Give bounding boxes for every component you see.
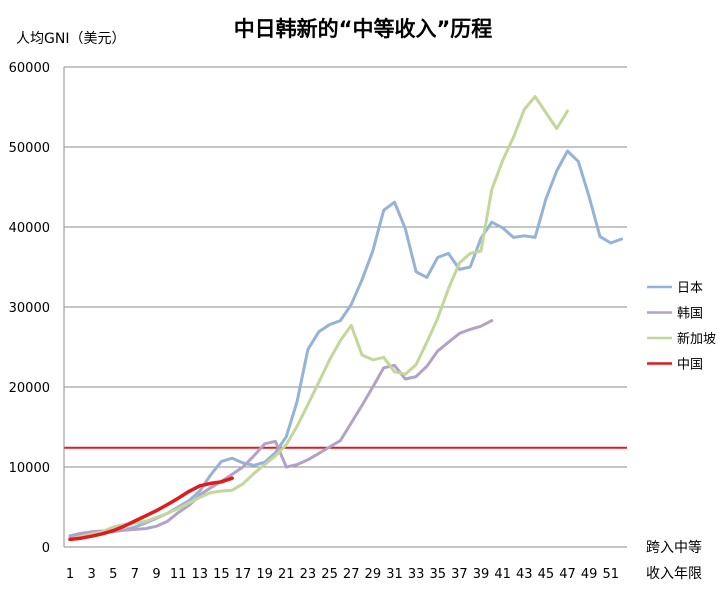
y-tick-label: 30000 xyxy=(9,301,50,316)
y-tick-label: 0 xyxy=(42,541,50,556)
x-tick-label: 23 xyxy=(300,567,317,582)
x-tick-label: 45 xyxy=(538,567,555,582)
x-axis-label-line1: 跨入中等 xyxy=(646,539,702,556)
legend-label: 日本 xyxy=(677,281,703,296)
x-tick-label: 41 xyxy=(494,567,511,582)
x-tick-label: 37 xyxy=(451,567,468,582)
x-tick-label: 27 xyxy=(343,567,360,582)
x-tick-label: 47 xyxy=(559,567,576,582)
y-tick-label: 50000 xyxy=(9,141,50,156)
x-tick-label: 49 xyxy=(581,567,598,582)
legend-label: 新加坡 xyxy=(677,331,716,347)
x-tick-label: 5 xyxy=(109,567,117,582)
x-tick-label: 7 xyxy=(131,567,139,582)
series-line-2 xyxy=(68,95,569,541)
y-tick-label: 10000 xyxy=(9,461,50,476)
y-tick-label: 40000 xyxy=(9,221,50,236)
legend-label: 中国 xyxy=(677,358,703,373)
x-tick-label: 1 xyxy=(66,567,74,582)
x-tick-label: 3 xyxy=(87,567,95,582)
chart-title: 中日韩新的“中等收入”历程 xyxy=(234,17,493,41)
y-axis-label: 人均GNI（美元） xyxy=(16,31,125,47)
series-line-3 xyxy=(68,476,234,542)
series-line-1 xyxy=(68,319,494,538)
x-tick-label: 29 xyxy=(365,567,382,582)
x-tick-label: 9 xyxy=(152,567,160,582)
gridlines xyxy=(64,66,627,468)
x-tick-label: 31 xyxy=(386,567,403,582)
x-tick-label: 15 xyxy=(213,567,230,582)
series-line-0 xyxy=(68,149,624,539)
x-tick-label: 21 xyxy=(278,567,295,582)
legend-label: 韩国 xyxy=(677,307,703,322)
x-tick-label: 25 xyxy=(321,567,338,582)
x-tick-label: 43 xyxy=(516,567,533,582)
x-tick-label: 51 xyxy=(603,567,620,582)
y-tick-label: 60000 xyxy=(9,61,50,76)
x-tick-label: 11 xyxy=(170,567,187,582)
x-tick-label: 39 xyxy=(473,567,490,582)
x-axis-label-line2: 收入年限 xyxy=(646,566,702,582)
x-tick-label: 17 xyxy=(235,567,252,582)
x-tick-label: 13 xyxy=(192,567,209,582)
x-tick-label: 19 xyxy=(256,567,273,582)
x-tick-label: 33 xyxy=(408,567,425,582)
x-tick-label: 35 xyxy=(429,567,446,582)
y-tick-label: 20000 xyxy=(9,381,50,396)
series-group xyxy=(68,95,624,542)
